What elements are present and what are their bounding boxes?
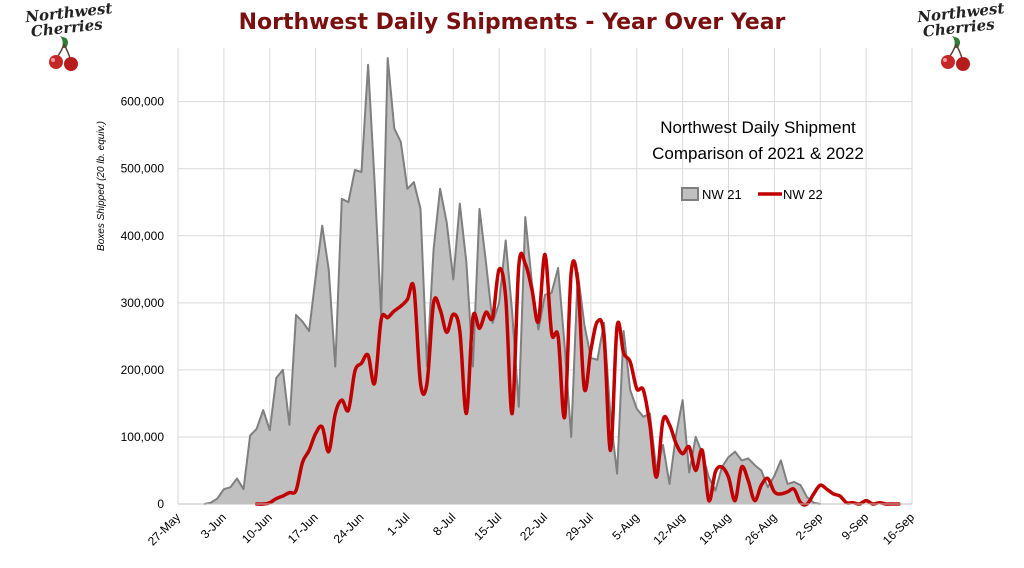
y-tick-label: 600,000 <box>121 95 165 109</box>
legend-label-nw22: NW 22 <box>783 187 823 202</box>
legend-label-nw21: NW 21 <box>702 187 742 202</box>
x-tick-label: 29-Jul <box>563 510 596 543</box>
logo-left: Northwest Cherries <box>24 0 113 76</box>
x-tick-label: 10-Jun <box>239 510 275 546</box>
x-tick-label: 2-Sep <box>793 510 826 543</box>
x-tick-label: 24-Jun <box>331 510 367 546</box>
x-tick-label: 19-Aug <box>696 510 733 547</box>
cherries-logo-icon <box>941 36 970 71</box>
x-tick-label: 9-Sep <box>839 510 872 543</box>
y-tick-label: 200,000 <box>121 363 165 377</box>
page-title: Northwest Daily Shipments - Year Over Ye… <box>238 10 786 35</box>
y-tick-label: 500,000 <box>121 162 165 176</box>
x-tick-label: 1-Jul <box>384 510 412 538</box>
series-nw21-area <box>204 58 821 504</box>
x-tick-label: 27-May <box>145 510 183 548</box>
x-tick-label: 17-Jun <box>285 510 321 546</box>
x-tick-label: 16-Sep <box>880 510 917 547</box>
y-tick-label: 100,000 <box>121 430 165 444</box>
x-tick-label: 15-Jul <box>471 510 504 543</box>
x-tick-label: 12-Aug <box>650 510 687 547</box>
x-tick-label: 8-Jul <box>430 510 458 538</box>
x-tick-label: 5-Aug <box>609 510 642 543</box>
chart-inner-title-line: Comparison of 2021 & 2022 <box>652 144 864 163</box>
legend: NW 21 NW 22 <box>681 187 823 202</box>
legend-swatch-nw21 <box>681 187 699 201</box>
chart-inner-title-line: Northwest Daily Shipment <box>660 118 856 137</box>
logo-right: Northwest Cherries <box>916 0 1005 76</box>
x-tick-label: 22-Jul <box>517 510 550 543</box>
x-tick-label: 3-Jun <box>198 510 229 541</box>
y-tick-label: 400,000 <box>121 229 165 243</box>
x-tick-label: 26-Aug <box>742 510 779 547</box>
chart-inner-title: Northwest Daily Shipment Comparison of 20… <box>652 118 864 163</box>
y-tick-label: 0 <box>157 497 164 511</box>
y-axis-label: Boxes Shipped (20 lb. equiv.) <box>96 121 107 251</box>
series-nw21-line <box>204 57 821 505</box>
series-nw22-line <box>254 251 901 507</box>
y-tick-label: 300,000 <box>121 296 165 310</box>
cherries-logo-icon <box>49 36 78 71</box>
series-layer <box>204 57 901 507</box>
